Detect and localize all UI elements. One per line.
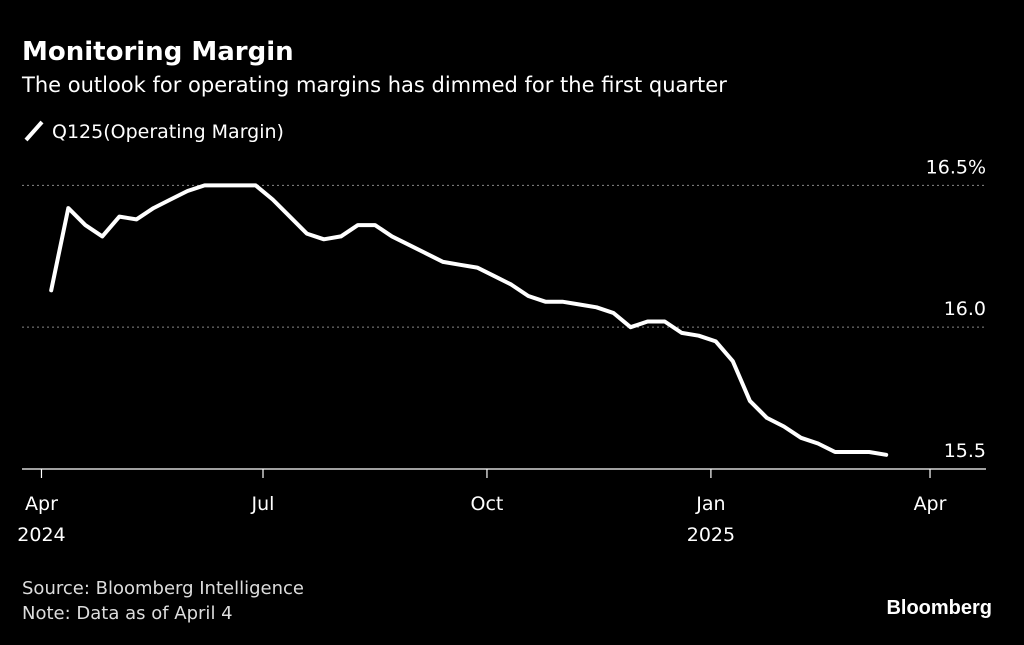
chart-subtitle: The outlook for operating margins has di… [21,73,727,97]
source-note: Source: Bloomberg Intelligence [22,578,304,599]
x-tick-year-label: 2025 [687,524,735,546]
y-tick-label: 16.5% [926,156,986,178]
x-tick-label: Oct [471,493,504,515]
data-note: Note: Data as of April 4 [22,603,233,624]
x-tick-label: Jan [695,493,725,515]
x-tick-label: Apr [914,493,947,515]
x-tick-label: Apr [25,493,58,515]
chart-title: Monitoring Margin [22,37,294,67]
x-tick-year-label: 2024 [17,524,65,546]
y-tick-label: 15.5 [944,440,986,462]
x-tick-label: Jul [251,493,275,515]
brand-logo: Bloomberg [886,597,992,619]
y-tick-label: 16.0 [944,298,986,320]
legend-swatch [24,120,44,142]
line-series [49,183,889,457]
legend-label: Q125(Operating Margin) [52,121,284,143]
